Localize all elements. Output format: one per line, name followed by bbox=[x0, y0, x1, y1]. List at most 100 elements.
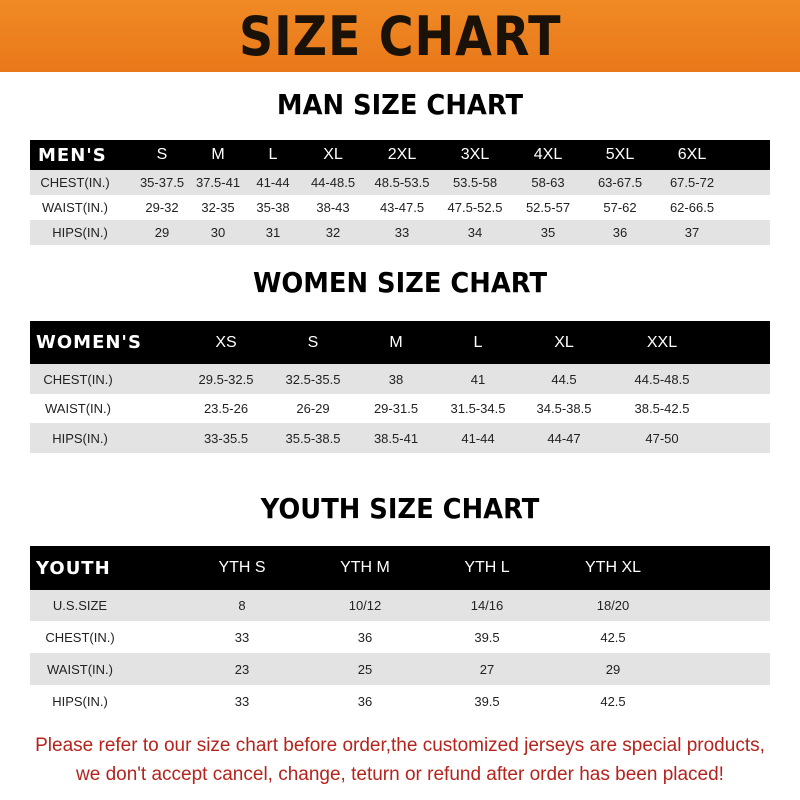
table-row: HIPS(IN.) 29 30 31 32 33 34 35 36 37 bbox=[30, 220, 770, 245]
measurement-value: 33 bbox=[234, 693, 250, 709]
measurement-value: 25 bbox=[357, 661, 373, 677]
measurement-value: 34.5-38.5 bbox=[536, 401, 592, 416]
size-header: XS bbox=[215, 333, 237, 351]
table-row: CHEST(IN.) 35-37.5 37.5-41 41-44 44-48.5 48.5… bbox=[30, 170, 770, 195]
youth-table-label: YOUTH bbox=[36, 557, 111, 579]
women-section-title: WOMEN SIZE CHART bbox=[252, 266, 548, 299]
measurement-value: 47-50 bbox=[645, 430, 679, 446]
youth-size-table: YOUTH YTH S YTH M YTH L YTH XL U.S.SIZE 8 10/12… bbox=[30, 546, 770, 717]
notice-line-2: we don't accept cancel, change, teturn o… bbox=[76, 764, 724, 785]
measurement-value: 33 bbox=[234, 629, 250, 645]
measurement-value: 44.5-48.5 bbox=[634, 371, 690, 387]
measurement-value: 10/12 bbox=[348, 598, 382, 613]
size-header: YTH XL bbox=[584, 559, 642, 576]
measurement-label: U.S.SIZE bbox=[52, 598, 108, 613]
women-header-row: WOMEN'S XS S M L XL XXL bbox=[30, 321, 770, 364]
measurement-value: 43-47.5 bbox=[379, 200, 425, 215]
measurement-value: 41-44 bbox=[461, 430, 495, 446]
measurement-label: WAIST(IN.) bbox=[42, 200, 108, 215]
size-header: 5XL bbox=[605, 146, 635, 163]
measurement-value: 41-44 bbox=[256, 175, 290, 190]
measurement-value: 26-29 bbox=[296, 401, 330, 416]
banner-title: SIZE CHART bbox=[238, 4, 562, 68]
measurement-value: 38.5-41 bbox=[373, 430, 419, 446]
measurement-value: 33 bbox=[394, 225, 410, 240]
women-size-table: WOMEN'S XS S M L XL XXL CHEST(IN.) 29.5-32.5 32.5… bbox=[30, 321, 770, 453]
size-header: 2XL bbox=[387, 146, 417, 163]
measurement-label: WAIST(IN.) bbox=[45, 401, 111, 416]
table-row: WAIST(IN.) 23.5-26 26-29 29-31.5 31.5-34.5 34… bbox=[30, 394, 770, 423]
measurement-value: 62-66.5 bbox=[669, 200, 715, 215]
measurement-label: HIPS(IN.) bbox=[52, 225, 108, 240]
size-header: 6XL bbox=[677, 146, 707, 163]
size-header: XL bbox=[554, 333, 574, 351]
measurement-value: 8 bbox=[238, 598, 246, 613]
measurement-value: 44.5 bbox=[551, 371, 577, 387]
size-header: XXL bbox=[646, 333, 678, 351]
notice-line-1: Please refer to our size chart before or… bbox=[35, 735, 765, 756]
table-row: CHEST(IN.) 29.5-32.5 32.5-35.5 38 41 44.5 44.5… bbox=[30, 364, 770, 394]
measurement-label: WAIST(IN.) bbox=[47, 661, 113, 677]
measurement-value: 42.5 bbox=[600, 629, 626, 645]
measurement-label: HIPS(IN.) bbox=[52, 693, 108, 709]
table-row: WAIST(IN.) 29-32 32-35 35-38 38-43 43-47.5 47.… bbox=[30, 195, 770, 220]
measurement-value: 35.5-38.5 bbox=[285, 430, 341, 446]
measurement-value: 35 bbox=[540, 225, 556, 240]
table-row: HIPS(IN.) 33 36 39.5 42.5 bbox=[30, 685, 770, 717]
measurement-value: 23.5-26 bbox=[203, 401, 249, 416]
measurement-value: 14/16 bbox=[470, 598, 504, 613]
measurement-value: 44-47 bbox=[547, 430, 581, 446]
size-header: S bbox=[156, 146, 168, 163]
youth-section-title: YOUTH SIZE CHART bbox=[260, 492, 540, 525]
measurement-value: 32.5-35.5 bbox=[285, 371, 341, 387]
measurement-value: 52.5-57 bbox=[525, 200, 571, 215]
size-header: 4XL bbox=[533, 146, 563, 163]
measurement-value: 32 bbox=[325, 225, 341, 240]
measurement-value: 29-31.5 bbox=[373, 401, 419, 416]
table-row: CHEST(IN.) 33 36 39.5 42.5 bbox=[30, 621, 770, 653]
size-header: M bbox=[211, 146, 225, 163]
measurement-value: 38.5-42.5 bbox=[634, 401, 690, 416]
size-header: YTH L bbox=[464, 559, 510, 576]
measurement-value: 42.5 bbox=[600, 693, 626, 709]
measurement-value: 37.5-41 bbox=[195, 175, 241, 190]
measurement-value: 58-63 bbox=[531, 175, 565, 190]
men-header-row: MEN'S S M L XL 2XL 3XL 4XL 5XL 6XL bbox=[30, 140, 770, 170]
table-row: WAIST(IN.) 23 25 27 29 bbox=[30, 653, 770, 685]
measurement-value: 44-48.5 bbox=[310, 175, 356, 190]
measurement-value: 29-32 bbox=[145, 200, 179, 215]
measurement-value: 41 bbox=[470, 371, 486, 387]
measurement-value: 48.5-53.5 bbox=[374, 175, 430, 190]
measurement-value: 18/20 bbox=[596, 598, 630, 613]
measurement-value: 47.5-52.5 bbox=[447, 200, 503, 215]
measurement-value: 39.5 bbox=[474, 629, 500, 645]
measurement-value: 31.5-34.5 bbox=[450, 401, 506, 416]
measurement-value: 36 bbox=[357, 693, 373, 709]
measurement-value: 29 bbox=[154, 225, 170, 240]
measurement-value: 38 bbox=[388, 371, 404, 387]
men-table-label: MEN'S bbox=[38, 144, 107, 166]
men-section-title: MAN SIZE CHART bbox=[276, 88, 524, 121]
size-header: YTH S bbox=[218, 559, 266, 576]
measurement-value: 35-38 bbox=[256, 200, 290, 215]
measurement-value: 31 bbox=[265, 225, 281, 240]
measurement-value: 38-43 bbox=[316, 200, 350, 215]
size-header: S bbox=[307, 333, 319, 351]
measurement-label: CHEST(IN.) bbox=[43, 371, 113, 387]
table-row: U.S.SIZE 8 10/12 14/16 18/20 bbox=[30, 590, 770, 621]
measurement-value: 33-35.5 bbox=[203, 430, 249, 446]
size-chart-banner: SIZE CHART bbox=[0, 0, 800, 72]
measurement-value: 67.5-72 bbox=[669, 175, 715, 190]
measurement-value: 27 bbox=[479, 661, 495, 677]
measurement-label: CHEST(IN.) bbox=[45, 629, 115, 645]
measurement-label: CHEST(IN.) bbox=[40, 175, 110, 190]
size-header: L bbox=[268, 146, 278, 163]
youth-header-row: YOUTH YTH S YTH M YTH L YTH XL bbox=[30, 546, 770, 590]
measurement-value: 30 bbox=[210, 225, 226, 240]
size-header: M bbox=[389, 333, 403, 351]
size-header: XL bbox=[323, 146, 343, 163]
measurement-value: 63-67.5 bbox=[597, 175, 643, 190]
measurement-value: 57-62 bbox=[603, 200, 637, 215]
measurement-value: 23 bbox=[234, 661, 250, 677]
measurement-value: 53.5-58 bbox=[452, 175, 498, 190]
